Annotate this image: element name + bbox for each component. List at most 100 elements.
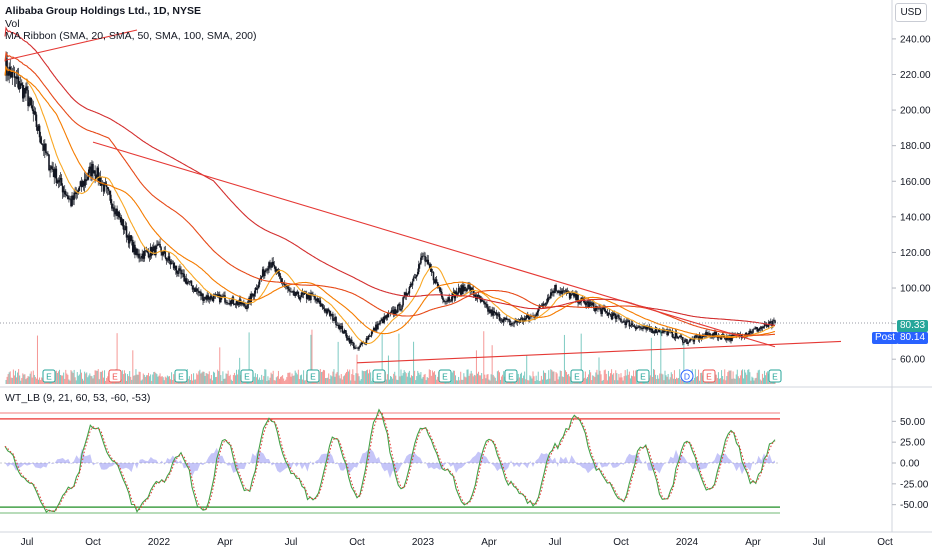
candle-body: [598, 307, 600, 309]
candle-body: [605, 311, 608, 313]
candle-body: [110, 194, 112, 204]
volume-bar: [136, 374, 138, 384]
volume-bar: [97, 369, 99, 384]
volume-bar: [354, 380, 356, 384]
volume-bar: [173, 374, 175, 384]
volume-bar: [568, 374, 570, 384]
volume-bar: [614, 380, 616, 384]
volume-bar: [368, 373, 370, 384]
candle-body: [434, 279, 437, 284]
volume-bar: [474, 375, 476, 384]
candle-body: [128, 235, 131, 244]
volume-bar: [193, 373, 195, 384]
candle-body: [266, 269, 268, 271]
candle-body: [543, 303, 546, 305]
volume-bar: [144, 376, 146, 384]
ma-ribbon-legend: MA Ribbon (SMA, 20, SMA, 50, SMA, 100, S…: [5, 30, 257, 42]
volume-bar: [416, 376, 418, 384]
volume-bar: [696, 376, 698, 384]
candle-body: [709, 333, 711, 338]
candle-body: [576, 294, 578, 300]
candle-body: [161, 252, 163, 256]
volume-bar: [613, 373, 615, 384]
volume-bar: [733, 378, 735, 384]
candle-body: [512, 323, 514, 325]
volume-bar: [161, 376, 163, 384]
candle-body: [180, 269, 182, 275]
volume-bar: [226, 373, 228, 384]
volume-bar: [10, 377, 12, 384]
volume-bar: [131, 379, 133, 384]
candle-body: [92, 163, 94, 174]
volume-bar: [135, 369, 137, 384]
candle-body: [320, 304, 323, 307]
candle-body: [679, 335, 682, 338]
event-marker-label: E: [310, 372, 316, 382]
volume-bar: [683, 343, 685, 384]
volume-bar: [20, 380, 22, 384]
candle-body: [341, 325, 344, 333]
candle-body: [53, 172, 56, 178]
volume-bar: [627, 374, 629, 384]
candle-body: [394, 309, 397, 313]
volume-bar: [701, 372, 703, 384]
volume-bar: [68, 379, 70, 384]
candle-body: [331, 313, 333, 315]
candle-body: [595, 305, 597, 312]
volume-bar: [431, 370, 433, 384]
candle-body: [374, 327, 376, 331]
volume-bar: [582, 378, 584, 384]
candle-body: [396, 312, 398, 313]
candle-body: [456, 293, 459, 295]
candle-body: [305, 293, 308, 299]
candle-body: [641, 327, 643, 329]
candle-body: [591, 302, 594, 306]
candle-body: [405, 292, 408, 296]
volume-bar: [665, 375, 667, 384]
candle-body: [24, 88, 26, 94]
currency-button[interactable]: USD: [895, 3, 927, 22]
volume-bar: [127, 374, 129, 384]
candle-body: [27, 90, 29, 106]
candle-body: [188, 281, 191, 283]
volume-bar: [616, 373, 618, 384]
candle-body: [229, 303, 232, 305]
volume-bar: [16, 377, 18, 384]
volume-bar: [369, 369, 371, 384]
volume-bar: [336, 372, 338, 384]
candle-body: [536, 312, 538, 316]
candle-body: [674, 332, 677, 339]
candle-body: [233, 303, 236, 305]
candle-body: [414, 276, 417, 278]
volume-bar: [83, 380, 85, 384]
candle-body: [590, 303, 593, 306]
candle-body: [347, 337, 350, 340]
volume-bar: [432, 372, 434, 384]
event-marker-label: E: [46, 372, 52, 382]
volume-bar: [102, 377, 104, 384]
volume-bar: [603, 370, 605, 384]
volume-bar: [261, 374, 263, 384]
volume-bar: [265, 369, 267, 384]
volume-bar: [562, 376, 564, 384]
volume-bar: [589, 369, 591, 384]
candle-body: [635, 327, 638, 329]
candle-body: [499, 319, 502, 321]
volume-bar: [187, 378, 189, 384]
candle-body: [258, 279, 261, 285]
volume-bar: [458, 376, 460, 384]
candle-body: [570, 294, 573, 295]
candle-body: [16, 76, 19, 79]
volume-bar: [525, 379, 527, 384]
volume-bar: [80, 372, 82, 384]
candle-body: [425, 261, 427, 262]
volume-bar: [278, 378, 280, 384]
candle-body: [318, 300, 321, 302]
volume-bar: [7, 374, 9, 384]
candle-body: [467, 285, 469, 290]
candle-body: [429, 264, 432, 269]
volume-bar: [290, 376, 292, 384]
volume-bar: [659, 373, 661, 384]
candle-body: [435, 279, 438, 283]
